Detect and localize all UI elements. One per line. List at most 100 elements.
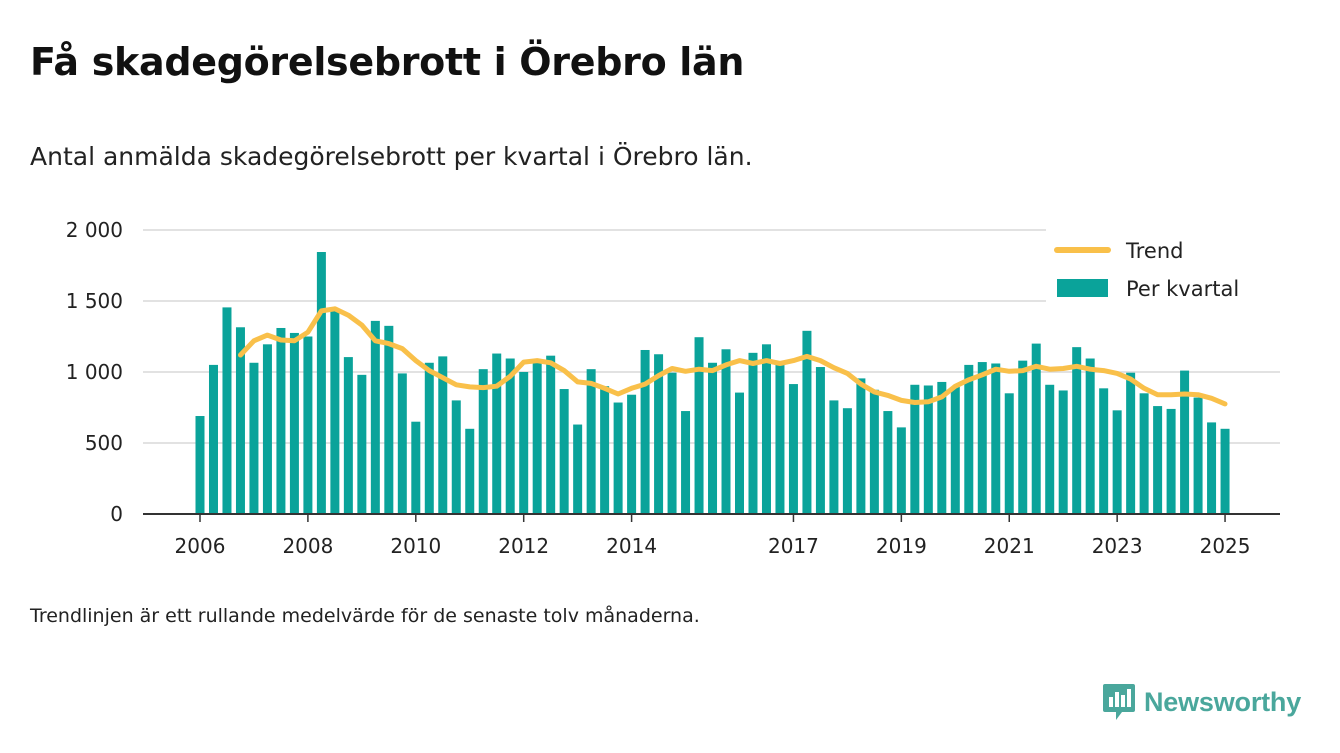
bar bbox=[1018, 360, 1028, 514]
bar bbox=[748, 352, 758, 514]
chart-title: Få skadegörelsebrott i Örebro län bbox=[30, 40, 745, 84]
bar bbox=[842, 408, 852, 514]
brand-name: Newsworthy bbox=[1144, 686, 1302, 717]
bar bbox=[235, 327, 245, 514]
x-tick-label: 2012 bbox=[498, 534, 549, 558]
bar bbox=[195, 416, 205, 514]
bar bbox=[735, 392, 744, 514]
bar bbox=[910, 384, 920, 514]
bar bbox=[208, 364, 218, 514]
x-tick-label: 2023 bbox=[1092, 534, 1143, 558]
x-tick-label: 2017 bbox=[768, 534, 819, 558]
bar bbox=[1180, 370, 1190, 514]
bar bbox=[654, 354, 664, 514]
bar bbox=[640, 349, 650, 514]
bar-series bbox=[195, 252, 1230, 514]
bar bbox=[937, 381, 947, 514]
bar bbox=[1126, 372, 1136, 514]
bar bbox=[883, 411, 893, 514]
x-tick-label: 2010 bbox=[390, 534, 441, 558]
bar bbox=[276, 327, 286, 514]
bar bbox=[384, 325, 394, 514]
bar bbox=[586, 369, 596, 514]
bar bbox=[869, 389, 879, 514]
bar bbox=[330, 310, 340, 514]
x-tick-label: 2008 bbox=[282, 534, 333, 558]
bar bbox=[559, 389, 569, 514]
bar bbox=[532, 362, 542, 514]
bar bbox=[788, 384, 798, 514]
bar bbox=[1058, 390, 1068, 514]
bar bbox=[357, 374, 367, 514]
bar bbox=[896, 427, 906, 514]
bar bbox=[370, 320, 380, 514]
x-tick-label: 2025 bbox=[1200, 534, 1251, 558]
bar bbox=[438, 356, 448, 514]
x-tick-label: 2014 bbox=[606, 534, 657, 558]
bar bbox=[1193, 397, 1203, 514]
bar bbox=[505, 358, 515, 514]
x-tick-label: 2021 bbox=[984, 534, 1035, 558]
bar bbox=[694, 337, 704, 514]
bar bbox=[1220, 428, 1230, 514]
y-tick-label: 1 500 bbox=[66, 289, 123, 313]
bar bbox=[708, 362, 718, 514]
bar bbox=[1045, 384, 1055, 514]
bar bbox=[964, 364, 974, 514]
bar bbox=[991, 363, 1001, 514]
x-tick-label: 2006 bbox=[175, 534, 226, 558]
bar bbox=[1153, 406, 1163, 514]
bar bbox=[1031, 343, 1041, 514]
bar bbox=[681, 411, 691, 514]
y-tick-label: 2 000 bbox=[66, 218, 123, 242]
bar bbox=[1112, 410, 1122, 514]
bar bbox=[1004, 393, 1014, 514]
bar bbox=[721, 349, 731, 514]
bar bbox=[303, 336, 313, 514]
bar bbox=[492, 353, 502, 514]
bar bbox=[856, 378, 866, 514]
bar bbox=[829, 400, 839, 514]
bar bbox=[262, 344, 272, 514]
bar bbox=[1072, 347, 1082, 514]
y-tick-label: 0 bbox=[110, 502, 123, 526]
chart-subtitle: Antal anmälda skadegörelsebrott per kvar… bbox=[30, 142, 753, 171]
y-tick-label: 500 bbox=[85, 431, 123, 455]
bar bbox=[478, 369, 488, 514]
bar bbox=[519, 372, 529, 514]
bar bbox=[667, 372, 677, 514]
bar bbox=[1085, 358, 1095, 514]
bar bbox=[613, 402, 623, 514]
bar bbox=[411, 421, 421, 514]
bar bbox=[815, 367, 825, 514]
bar bbox=[465, 428, 475, 514]
bar bbox=[950, 386, 960, 514]
legend-bar-swatch bbox=[1057, 279, 1108, 297]
bar bbox=[1207, 422, 1217, 514]
bar bbox=[627, 394, 637, 514]
legend-trend-label: Trend bbox=[1125, 239, 1183, 263]
bar bbox=[802, 330, 812, 514]
y-axis: 0 500 1 000 1 500 2 000 bbox=[66, 218, 123, 526]
bar bbox=[1166, 408, 1176, 514]
x-tick-label: 2019 bbox=[876, 534, 927, 558]
bar bbox=[977, 362, 987, 514]
trend-line bbox=[238, 306, 1228, 407]
legend: Trend Per kvartal bbox=[1046, 228, 1286, 310]
bar bbox=[289, 332, 299, 514]
brand-logo[interactable]: Newsworthy bbox=[1102, 682, 1301, 722]
y-tick-label: 1 000 bbox=[66, 360, 123, 384]
bar bbox=[600, 386, 610, 514]
bar bbox=[775, 364, 785, 514]
bar bbox=[546, 355, 556, 514]
footnote: Trendlinjen är ett rullande medelvärde f… bbox=[30, 605, 700, 627]
bar bbox=[316, 252, 326, 514]
bar bbox=[343, 357, 353, 514]
bar bbox=[249, 362, 259, 514]
newsworthy-logo-icon bbox=[1103, 684, 1135, 720]
bar bbox=[1099, 388, 1109, 514]
bar bbox=[451, 400, 461, 514]
bar bbox=[1139, 393, 1149, 514]
bar-chart: 0 500 1 000 1 500 2 000 2006 2008 2010 2012 2014… bbox=[65, 218, 1286, 558]
bar bbox=[424, 362, 434, 514]
